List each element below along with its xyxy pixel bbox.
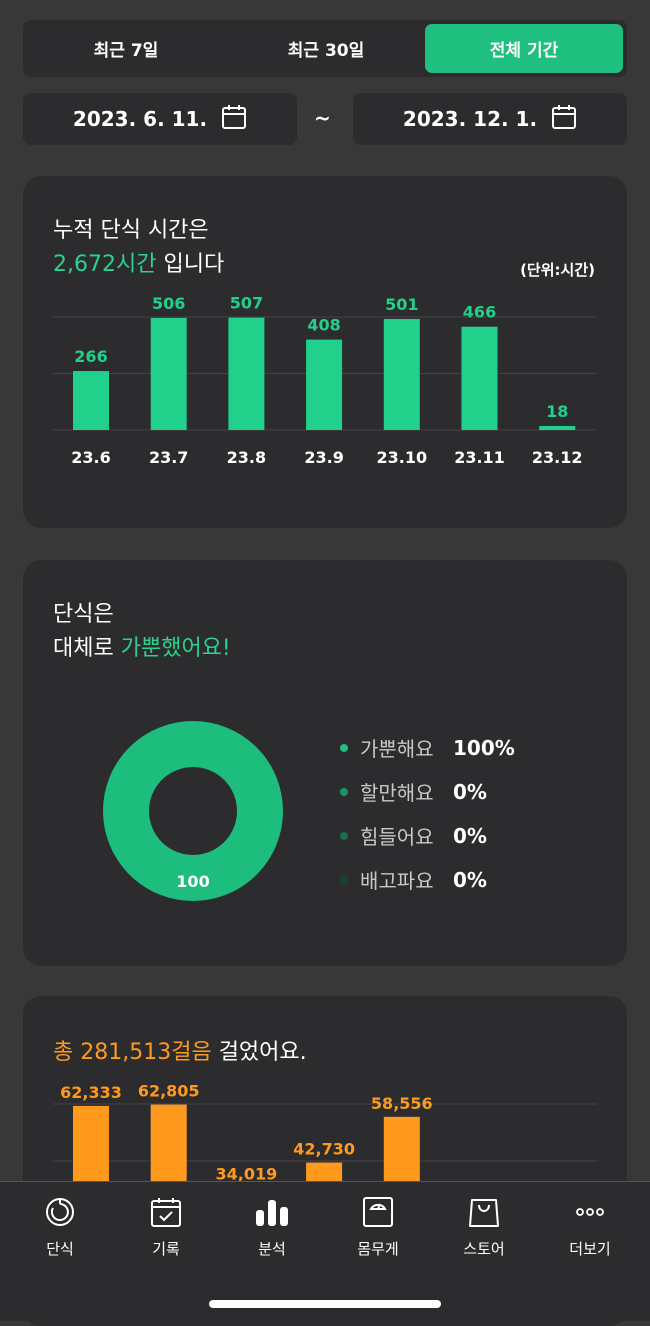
steps-title-suffix: 걸었어요. — [211, 1040, 307, 1065]
legend-label: 가뿐해요 — [360, 737, 434, 761]
tab-more[interactable]: 더보기 — [540, 1196, 640, 1259]
data-label: 506 — [152, 294, 185, 313]
tab-last-30-days[interactable]: 최근 30일 — [287, 41, 365, 61]
legend-item-light: 가뿐해요 100% — [340, 733, 515, 762]
home-indicator — [209, 1300, 441, 1308]
steps-card-title: 총 281,513걸음 걸었어요. — [53, 1036, 307, 1070]
tab-fasting[interactable]: 단식 — [10, 1196, 110, 1259]
tab-weight[interactable]: 몸무게 — [328, 1196, 428, 1259]
legend-value: 0% — [453, 867, 487, 892]
unit-label: (단위:시간) — [520, 261, 595, 279]
fasting-title-line2: 2,672시간 입니다 — [53, 248, 224, 282]
mood-title-line1: 단식은 — [53, 602, 114, 627]
data-label: 62,805 — [138, 1082, 200, 1101]
mood-donut-chart: 100 — [103, 721, 283, 901]
data-label: 408 — [307, 316, 340, 335]
tab-label: 더보기 — [569, 1240, 611, 1258]
x-tick-label: 23.11 — [454, 448, 505, 467]
fasting-total-value: 2,672시간 — [53, 252, 157, 277]
bar — [461, 326, 498, 430]
data-label: 501 — [385, 295, 418, 314]
legend-label: 힘들어요 — [360, 825, 434, 849]
tab-label: 단식 — [46, 1240, 74, 1258]
end-date-text: 2023. 12. 1. — [402, 107, 538, 131]
tab-label: 분석 — [258, 1240, 286, 1258]
calendar-icon — [551, 104, 577, 135]
data-label: 62,333 — [60, 1083, 122, 1102]
bar-chart-icon — [255, 1196, 289, 1232]
start-date-picker[interactable]: 2023. 6. 11. — [23, 93, 297, 145]
mood-card-title: 단식은 대체로 가뿐했어요! — [53, 598, 231, 666]
scale-icon — [362, 1196, 394, 1232]
more-dots-icon — [574, 1196, 606, 1232]
legend-item-hard: 힘들어요 0% — [340, 821, 487, 850]
bar — [73, 371, 109, 430]
fasting-bar-chart: 266 23.6 506 23.7 507 23.8 408 23.9 501 23.10 466 2… — [53, 294, 597, 467]
tab-all-period[interactable]: 전체 기간 — [425, 24, 623, 73]
x-tick-label: 23.12 — [532, 448, 583, 467]
legend-dot — [340, 875, 348, 884]
bar — [383, 318, 420, 430]
steps-title-prefix: 총 — [53, 1040, 81, 1065]
fasting-mood-card: 단식은 대체로 가뿐했어요! 100 가뿐해요 100% 할만해요 0% 힘들어… — [23, 560, 627, 966]
fasting-card-title: 누적 단식 시간은 2,672시간 입니다 — [53, 214, 224, 282]
mood-title-highlight: 가뿐했어요! — [120, 636, 231, 661]
end-date-picker[interactable]: 2023. 12. 1. — [353, 93, 627, 145]
data-label: 507 — [230, 294, 263, 313]
steps-total-value: 281,513걸음 — [80, 1040, 212, 1065]
x-tick-label: 23.7 — [149, 448, 188, 467]
tab-label: 스토어 — [463, 1240, 505, 1258]
donut-slice-light — [103, 721, 283, 901]
bar — [150, 317, 187, 430]
date-range-separator: ~ — [314, 106, 331, 130]
legend-value: 0% — [453, 779, 487, 804]
tab-label: 기록 — [152, 1240, 180, 1258]
x-tick-label: 23.10 — [376, 448, 427, 467]
data-label: 58,556 — [371, 1094, 433, 1113]
mood-title-line2: 대체로 가뿐했어요! — [53, 632, 231, 666]
fasting-title-suffix: 입니다 — [156, 252, 225, 277]
bottom-tab-bar: 단식 기록 분석 몸무게 스토어 더보기 — [0, 1181, 650, 1321]
calendar-icon — [221, 104, 247, 135]
data-label: 18 — [546, 402, 568, 421]
shopping-bag-icon — [468, 1196, 500, 1232]
calendar-check-icon — [150, 1196, 182, 1232]
donut-value-label: 100 — [176, 872, 209, 891]
legend-label: 배고파요 — [360, 869, 434, 893]
fasting-timer-icon — [44, 1196, 76, 1232]
fasting-time-card: 누적 단식 시간은 2,672시간 입니다 (단위:시간) 266 23.6 506… — [23, 176, 627, 528]
legend-item-hungry: 배고파요 0% — [340, 865, 487, 894]
legend-label: 할만해요 — [360, 781, 434, 805]
x-tick-label: 23.9 — [304, 448, 343, 467]
legend-dot — [340, 787, 348, 796]
legend-item-manageable: 할만해요 0% — [340, 777, 487, 806]
legend-dot — [340, 743, 348, 752]
start-date-text: 2023. 6. 11. — [72, 107, 208, 131]
period-segmented-control: 최근 7일 최근 30일 전체 기간 — [23, 20, 627, 77]
tab-store[interactable]: 스토어 — [434, 1196, 534, 1259]
tab-label: 몸무게 — [357, 1240, 399, 1258]
legend-value: 0% — [453, 823, 487, 848]
fasting-title-line1: 누적 단식 시간은 — [53, 218, 209, 243]
bar — [228, 317, 265, 430]
x-tick-label: 23.6 — [71, 448, 110, 467]
tab-analysis[interactable]: 분석 — [222, 1196, 322, 1259]
bar — [539, 426, 576, 430]
legend-dot — [340, 831, 348, 840]
mood-title-prefix: 대체로 — [53, 636, 121, 661]
data-label: 42,730 — [293, 1140, 355, 1159]
legend-value: 100% — [453, 735, 515, 760]
data-label: 34,019 — [216, 1165, 278, 1184]
tab-records[interactable]: 기록 — [116, 1196, 216, 1259]
tab-last-7-days[interactable]: 최근 7일 — [93, 41, 159, 61]
data-label: 466 — [463, 303, 496, 322]
data-label: 266 — [74, 347, 107, 366]
bar — [306, 339, 343, 430]
x-tick-label: 23.8 — [227, 448, 266, 467]
